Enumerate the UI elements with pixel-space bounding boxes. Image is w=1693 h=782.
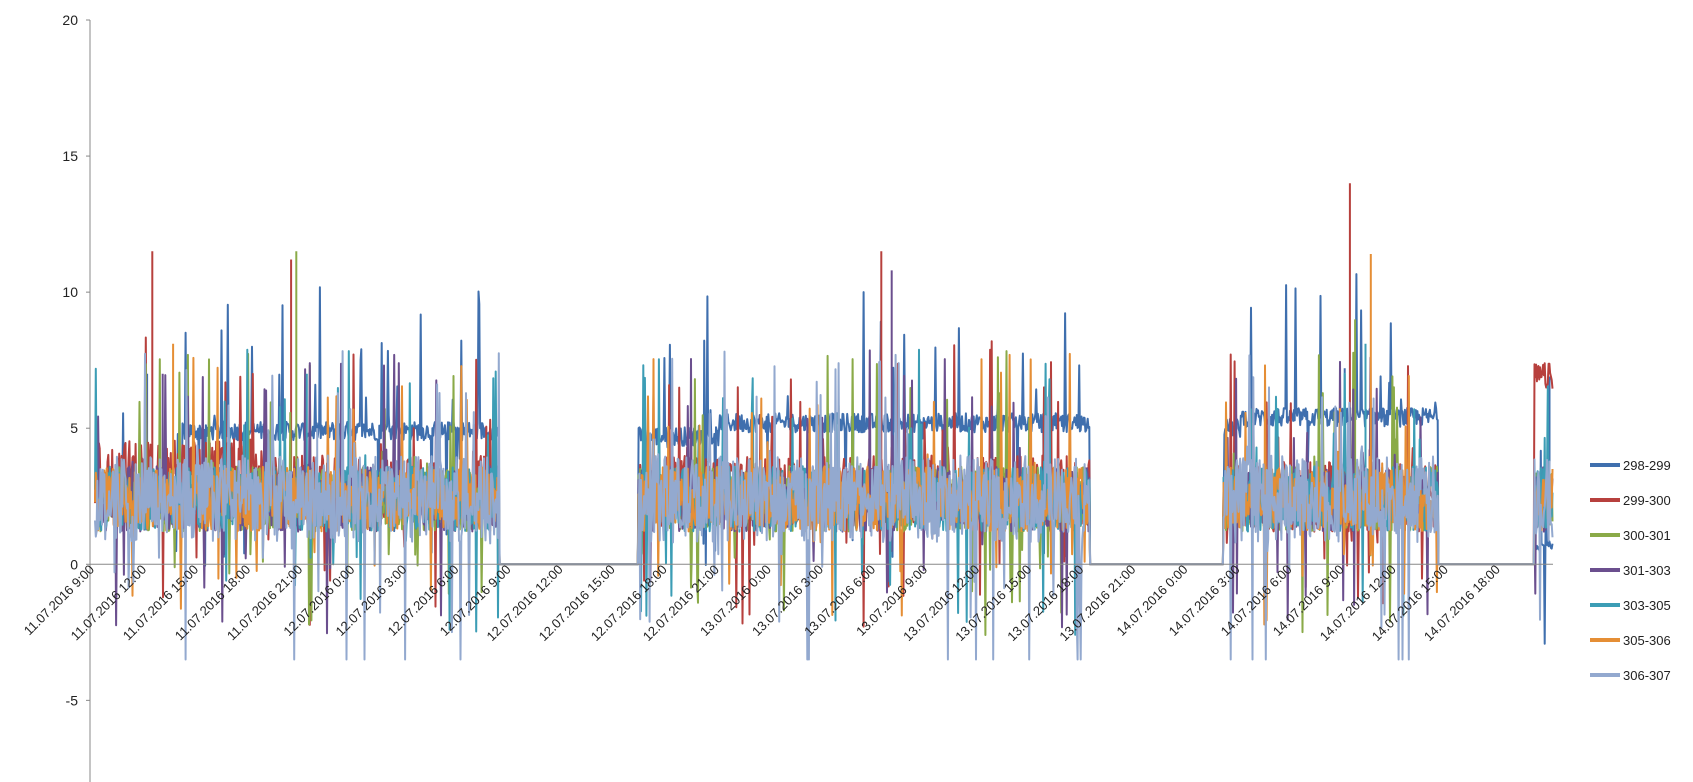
y-tick-label: 10 (62, 284, 78, 300)
y-tick-label: 20 (62, 12, 78, 28)
plot-area (94, 183, 1554, 661)
legend-label-305-306: 305-306 (1623, 633, 1671, 648)
y-tick-label: 15 (62, 148, 78, 164)
legend: 298-299 299-300 300-301 301-303 303-305 305-3… (1590, 458, 1671, 683)
y-tick-label: -5 (66, 692, 79, 708)
legend-label-298-299: 298-299 (1623, 458, 1671, 473)
legend-label-306-307: 306-307 (1623, 668, 1671, 683)
series-line-299-300 (94, 183, 1554, 628)
y-tick-label: 0 (70, 556, 78, 572)
series-line-306-307 (94, 350, 1554, 661)
y-tick-label: 5 (70, 420, 78, 436)
legend-label-303-305: 303-305 (1623, 598, 1671, 613)
legend-label-300-301: 300-301 (1623, 528, 1671, 543)
legend-label-301-303: 301-303 (1623, 563, 1671, 578)
legend-label-299-300: 299-300 (1623, 493, 1671, 508)
